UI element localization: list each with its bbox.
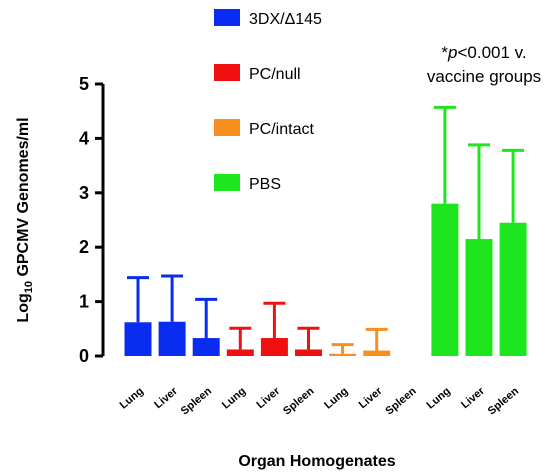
x-tick-label-1: Liver (152, 385, 180, 412)
bar-series-1-2 (295, 349, 322, 356)
x-tick-label-6: Lung (322, 385, 350, 411)
bar-series-3-0 (431, 203, 459, 356)
y-axis-title-rest: GPCMV Genomes/ml (15, 117, 32, 281)
x-tick-label-10: Liver (459, 385, 487, 412)
annotation-line-2: vaccine groups (427, 67, 541, 86)
legend-swatch-1 (214, 64, 240, 81)
x-tick-label-11: Spleen (486, 385, 522, 418)
x-tick-label-8: Spleen (383, 385, 419, 418)
legend: 3DX/Δ145 PC/null PC/intact PBS (214, 9, 322, 193)
legend-swatch-2 (214, 119, 240, 136)
bar-series-3-1 (465, 239, 493, 356)
bar-series-0-1 (158, 321, 186, 356)
bar-series-2-0 (329, 353, 357, 356)
y-axis-title-subscript: 10 (23, 281, 35, 293)
bars (124, 203, 527, 356)
legend-label-1: PC/null (249, 66, 301, 83)
annotation-italic-p: p (447, 43, 457, 62)
legend-swatch-3 (214, 174, 240, 191)
y-tick-label-4: 4 (79, 128, 89, 148)
y-tick-label-5: 5 (79, 74, 89, 94)
x-axis-title: Organ Homogenates (238, 453, 395, 470)
y-axis: 0 1 2 3 4 5 (79, 74, 105, 366)
bar-series-1-0 (226, 349, 254, 356)
y-tick-label-1: 1 (79, 292, 89, 312)
bar-series-3-2 (499, 222, 527, 356)
x-tick-label-9: Lung (425, 385, 453, 411)
y-tick-label-0: 0 (79, 346, 89, 366)
x-tick-label-5: Spleen (281, 385, 317, 418)
error-bars (127, 105, 525, 354)
y-axis-title: Log10 GPCMV Genomes/ml (15, 117, 35, 322)
y-tick-label-3: 3 (79, 183, 89, 203)
bar-series-0-2 (192, 338, 220, 356)
legend-label-3: PBS (249, 176, 281, 193)
bar-series-0-0 (124, 322, 152, 356)
x-tick-label-3: Lung (220, 385, 248, 411)
legend-label-0: 3DX/Δ145 (249, 11, 322, 28)
x-tick-label-2: Spleen (179, 385, 215, 418)
legend-swatch-0 (214, 9, 240, 26)
legend-label-2: PC/intact (249, 121, 314, 138)
annotation-line-1: *p<0.001 v. (441, 43, 526, 62)
x-tick-label-7: Liver (357, 385, 385, 412)
x-tick-label-4: Liver (254, 385, 282, 412)
bar-series-1-1 (260, 338, 288, 356)
y-tick-label-2: 2 (79, 237, 89, 257)
x-tick-label-0: Lung (118, 385, 146, 411)
bar-series-2-1 (363, 350, 391, 356)
